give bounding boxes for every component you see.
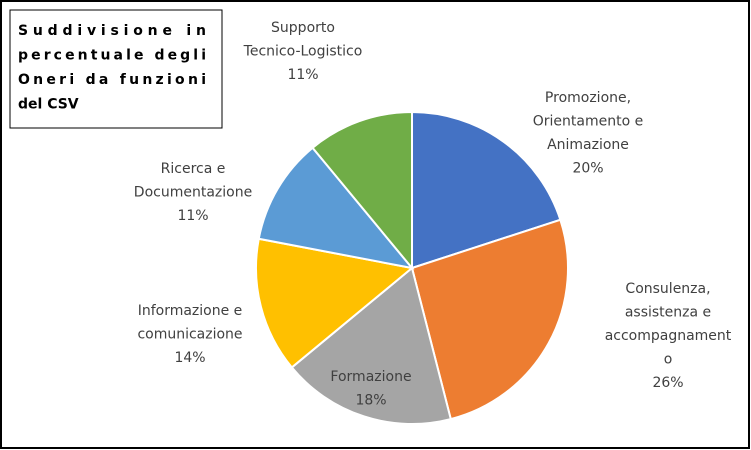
title-box [9,9,223,129]
slice-value-label: 11% [287,67,318,83]
slice-label: Promozione, Orientamento e Animazione [533,90,643,153]
slice-label: Formazione [330,369,411,385]
slice-value-label: 18% [355,393,386,409]
slice-value-label: 14% [174,350,205,366]
pie-slice [411,110,562,270]
slice-value-label: 20% [572,161,603,177]
slice-value-label: 11% [177,208,208,224]
pie-slice [311,110,413,271]
pie-slice [410,218,569,421]
pie-slice [255,237,415,369]
slice-label: Ricerca e Documentazione [134,161,252,201]
slice-value-label: 26% [652,375,683,391]
pie-slice [290,266,453,425]
slice-label: Supporto Tecnico-Logistico [243,20,363,60]
pie-slice [257,146,415,270]
slice-label: Informazione e comunicazione [137,303,242,343]
slice-label: Consulenza, assistenza e accompagnament o [605,281,732,368]
